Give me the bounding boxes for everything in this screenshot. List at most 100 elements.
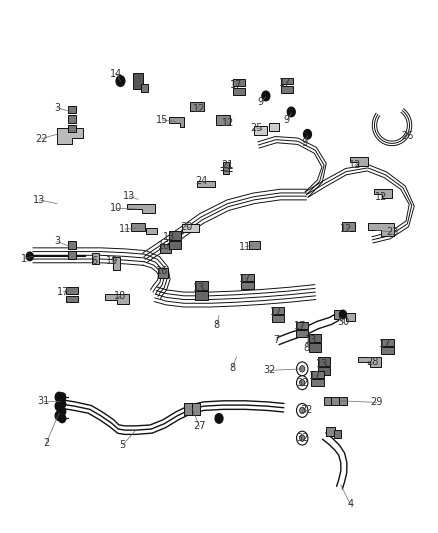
- Text: 17: 17: [230, 80, 243, 90]
- Text: 7: 7: [273, 335, 279, 345]
- Bar: [133, 73, 143, 89]
- Circle shape: [339, 310, 346, 319]
- Bar: [66, 295, 78, 303]
- Bar: [141, 84, 148, 92]
- Bar: [311, 371, 324, 377]
- Bar: [68, 106, 76, 113]
- Text: 29: 29: [371, 398, 383, 407]
- Text: 17: 17: [279, 78, 291, 87]
- Bar: [254, 126, 267, 135]
- Text: 18: 18: [114, 291, 127, 301]
- Bar: [241, 282, 254, 289]
- Text: 13: 13: [33, 195, 46, 205]
- Text: 15: 15: [156, 115, 168, 125]
- Bar: [311, 379, 324, 386]
- Text: 8: 8: [229, 363, 235, 373]
- Bar: [158, 268, 168, 278]
- Text: 23: 23: [386, 227, 398, 237]
- Text: 22: 22: [35, 134, 48, 143]
- Bar: [192, 403, 200, 415]
- Bar: [272, 316, 284, 322]
- Circle shape: [26, 252, 33, 261]
- Text: 17: 17: [270, 307, 282, 317]
- Circle shape: [297, 403, 308, 417]
- Bar: [66, 287, 78, 294]
- Bar: [197, 181, 215, 187]
- Bar: [296, 321, 308, 328]
- Text: 9: 9: [258, 98, 264, 107]
- Text: 24: 24: [195, 176, 208, 186]
- Text: 12: 12: [340, 224, 352, 234]
- Polygon shape: [374, 189, 392, 198]
- Text: 32: 32: [296, 378, 308, 387]
- Polygon shape: [105, 294, 129, 304]
- Circle shape: [262, 91, 270, 101]
- Polygon shape: [350, 157, 368, 166]
- Text: 20: 20: [180, 222, 192, 231]
- Text: 12: 12: [193, 104, 205, 114]
- Polygon shape: [169, 117, 184, 127]
- Text: 28: 28: [366, 358, 378, 367]
- Text: 13: 13: [305, 335, 317, 345]
- Text: 21: 21: [222, 160, 234, 170]
- Text: 13: 13: [316, 359, 328, 368]
- Text: 2: 2: [43, 439, 49, 448]
- Text: 30: 30: [338, 318, 350, 327]
- Text: 25: 25: [250, 123, 262, 133]
- Text: 11: 11: [119, 224, 131, 234]
- Bar: [309, 343, 321, 352]
- Bar: [145, 228, 157, 234]
- Bar: [131, 223, 145, 231]
- Bar: [190, 102, 204, 111]
- Circle shape: [116, 76, 125, 86]
- Text: 32: 32: [300, 406, 313, 415]
- Text: 4: 4: [347, 499, 353, 509]
- Polygon shape: [368, 223, 394, 236]
- Text: 3: 3: [54, 237, 60, 246]
- Bar: [241, 274, 254, 280]
- Text: 10: 10: [110, 204, 122, 213]
- Text: 11: 11: [239, 242, 251, 252]
- Text: 8: 8: [214, 320, 220, 330]
- Circle shape: [300, 407, 305, 414]
- Text: 32: 32: [263, 366, 276, 375]
- Bar: [92, 253, 99, 264]
- Bar: [169, 231, 181, 240]
- Bar: [326, 427, 335, 436]
- Circle shape: [297, 362, 308, 376]
- Bar: [249, 241, 259, 249]
- Text: 3: 3: [54, 103, 60, 112]
- Bar: [296, 330, 308, 337]
- Text: 16: 16: [156, 266, 168, 276]
- Text: 13: 13: [193, 283, 205, 293]
- Text: 27: 27: [193, 422, 205, 431]
- Circle shape: [55, 401, 63, 411]
- Bar: [182, 224, 199, 232]
- Text: 13: 13: [123, 191, 135, 201]
- Bar: [318, 357, 330, 366]
- Bar: [269, 123, 279, 131]
- Circle shape: [59, 407, 66, 416]
- Bar: [381, 348, 394, 354]
- Text: 17: 17: [57, 287, 70, 296]
- Text: 13: 13: [162, 232, 175, 242]
- Bar: [184, 403, 192, 415]
- Bar: [334, 310, 340, 319]
- Text: 5: 5: [120, 440, 126, 450]
- Text: 16: 16: [158, 241, 170, 251]
- Bar: [381, 339, 394, 346]
- Text: 26: 26: [401, 131, 413, 141]
- Text: 12: 12: [375, 192, 387, 202]
- Bar: [281, 77, 293, 84]
- Bar: [169, 241, 181, 249]
- Text: 1: 1: [21, 254, 27, 263]
- Circle shape: [55, 411, 63, 421]
- Text: 9: 9: [284, 115, 290, 125]
- Circle shape: [215, 414, 223, 423]
- Circle shape: [55, 392, 63, 402]
- Circle shape: [297, 431, 308, 445]
- Text: 17: 17: [379, 339, 392, 349]
- Bar: [272, 307, 284, 313]
- Text: 8: 8: [304, 343, 310, 352]
- Bar: [318, 367, 330, 375]
